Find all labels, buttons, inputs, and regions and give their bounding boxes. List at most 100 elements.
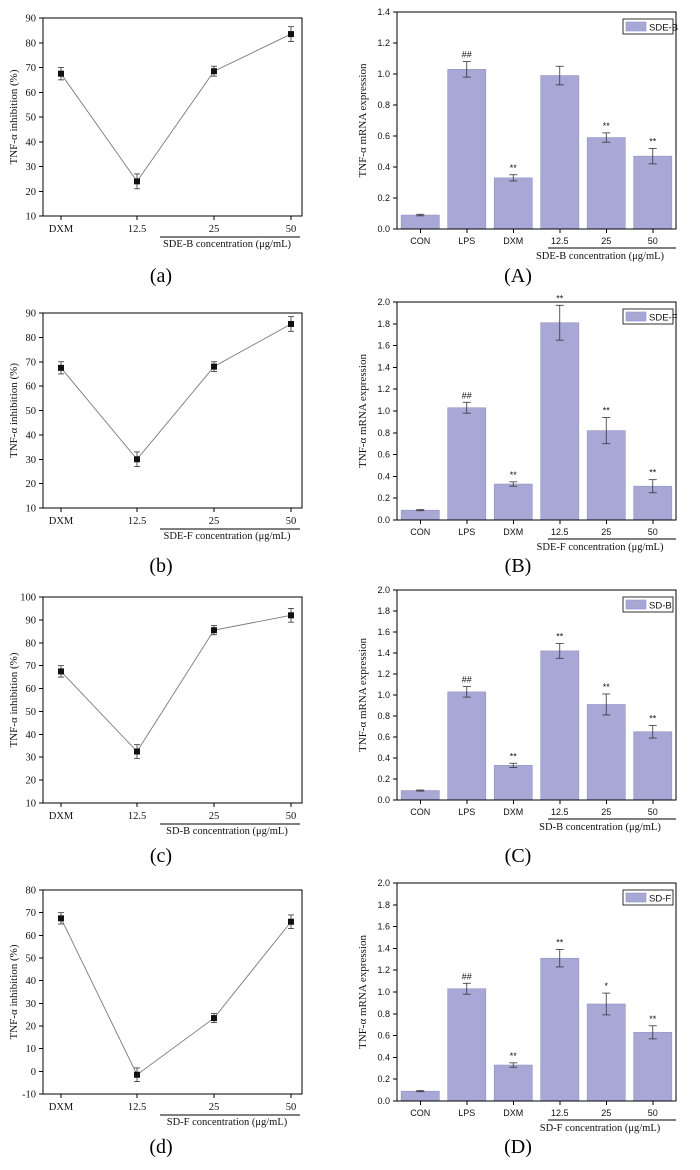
x-tick-label: 25	[601, 527, 611, 537]
y-tick-label: 30	[26, 999, 37, 1010]
data-point	[211, 1015, 217, 1022]
x-tick-label: 25	[601, 1108, 611, 1118]
y-tick-label: 1.2	[377, 38, 390, 48]
y-tick-label: 30	[26, 162, 37, 173]
y-axis-label: TNF-α mRNA expression	[357, 638, 369, 752]
x-tick-label: DXM	[503, 236, 523, 246]
y-tick-label: 1.4	[377, 943, 390, 953]
data-line	[60, 614, 292, 753]
line-panel-a: 10 20 30 40 50 60 70 80 90 DXM 12.5 25 50 SDE-B conce…	[8, 14, 303, 287]
data-point	[58, 915, 64, 922]
data-point	[211, 68, 217, 75]
y-tick-label: 1.0	[377, 987, 390, 997]
bar-panel-D: CON ## LPS ** DXM ** 12.5 * 25 ** 50 0.0 0.2 0.4 0.6 0.…	[357, 878, 677, 1158]
significance-label: ##	[462, 675, 472, 685]
y-tick-label: 60	[26, 382, 37, 393]
significance-label: **	[556, 632, 564, 642]
y-tick-label: 50	[26, 406, 37, 417]
bar	[447, 407, 487, 521]
y-axis-label: TNF-α inhibition (%)	[8, 363, 20, 458]
y-tick-label: 60	[26, 931, 37, 942]
bar	[540, 957, 580, 1102]
y-tick-label: 0.6	[377, 131, 390, 141]
y-tick-label: 1.0	[377, 69, 390, 79]
y-tick-label: 0.4	[377, 471, 390, 481]
significance-label: ##	[462, 390, 472, 400]
y-tick-label: 1.0	[377, 406, 390, 416]
data-point	[211, 627, 217, 634]
y-axis-label: TNF-α mRNA expression	[357, 354, 369, 468]
y-tick-label: 70	[26, 357, 37, 368]
significance-label: **	[649, 1014, 657, 1024]
y-tick-label: 60	[26, 88, 37, 99]
y-tick-label: 0.2	[377, 493, 390, 503]
x-axis-label: SD-F concentration (μg/mL)	[167, 1117, 288, 1128]
panel-label: (d)	[149, 1136, 172, 1158]
y-tick-label: 90	[26, 309, 37, 320]
y-tick-label: 10	[26, 799, 37, 810]
bar	[400, 509, 440, 521]
x-axis-label: SD-B concentration (μg/mL)	[166, 826, 288, 837]
y-tick-label: 0.6	[377, 732, 390, 742]
y-tick-label: 30	[26, 753, 37, 764]
significance-label: **	[649, 136, 657, 146]
x-tick-label: 12.5	[128, 516, 146, 527]
x-tick-label: 25	[209, 224, 220, 235]
y-axis-label: TNF-α mRNA expression	[357, 63, 369, 177]
bar	[633, 1032, 673, 1102]
y-tick-label: 0.2	[377, 193, 390, 203]
y-tick-label: 80	[26, 638, 37, 649]
y-axis-label: TNF-α inhibition (%)	[8, 944, 20, 1039]
y-tick-label: -10	[22, 1090, 36, 1101]
y-tick-label: 0.8	[377, 1009, 390, 1019]
y-tick-label: 70	[26, 63, 37, 74]
y-tick-label: 1.6	[377, 922, 390, 932]
panel-label: (B)	[505, 555, 532, 577]
y-tick-label: 1.2	[377, 669, 390, 679]
bar	[400, 1090, 440, 1102]
y-tick-label: 90	[26, 14, 37, 25]
y-tick-label: 0.8	[377, 428, 390, 438]
x-tick-label: 12.5	[128, 1102, 146, 1113]
bar	[586, 704, 626, 801]
y-tick-label: 50	[26, 707, 37, 718]
bar	[400, 214, 440, 230]
data-point	[288, 918, 294, 925]
bar-panel-A: CON ## LPS ** DXM 12.5 ** 25 ** 50 0.0 0.2 0.4 0.6 0.8…	[357, 7, 678, 287]
bar	[586, 137, 626, 230]
significance-label: **	[603, 406, 611, 416]
x-tick-label: LPS	[458, 527, 475, 537]
data-line	[60, 323, 292, 460]
x-tick-label: 25	[209, 516, 220, 527]
y-tick-label: 1.8	[377, 900, 390, 910]
significance-label: **	[510, 1051, 518, 1061]
y-tick-label: 40	[26, 976, 37, 987]
bar	[493, 177, 533, 230]
x-tick-label: DXM	[503, 527, 523, 537]
x-axis-label: SDE-B concentration (μg/mL)	[163, 239, 292, 250]
bar	[540, 322, 580, 521]
x-tick-label: 25	[209, 811, 220, 822]
significance-label: **	[649, 468, 657, 478]
panel-label: (D)	[504, 1136, 532, 1158]
y-tick-label: 1.0	[377, 690, 390, 700]
bar	[447, 69, 487, 230]
x-tick-label: 12.5	[128, 811, 146, 822]
x-tick-label: 50	[648, 1108, 658, 1118]
y-tick-label: 50	[26, 113, 37, 124]
x-tick-label: DXM	[49, 516, 74, 527]
y-tick-label: 0.0	[377, 224, 390, 234]
data-point	[288, 320, 294, 327]
y-tick-label: 60	[26, 684, 37, 695]
x-tick-label: 50	[648, 236, 658, 246]
y-axis-label: TNF-α mRNA expression	[357, 935, 369, 1049]
y-tick-label: 70	[26, 908, 37, 919]
y-tick-label: 90	[26, 615, 37, 626]
panel-label: (A)	[504, 265, 532, 287]
x-tick-label: LPS	[458, 807, 475, 817]
legend-swatch	[625, 311, 647, 322]
x-tick-label: 50	[286, 811, 297, 822]
data-line	[60, 33, 292, 183]
y-tick-label: 40	[26, 430, 37, 441]
